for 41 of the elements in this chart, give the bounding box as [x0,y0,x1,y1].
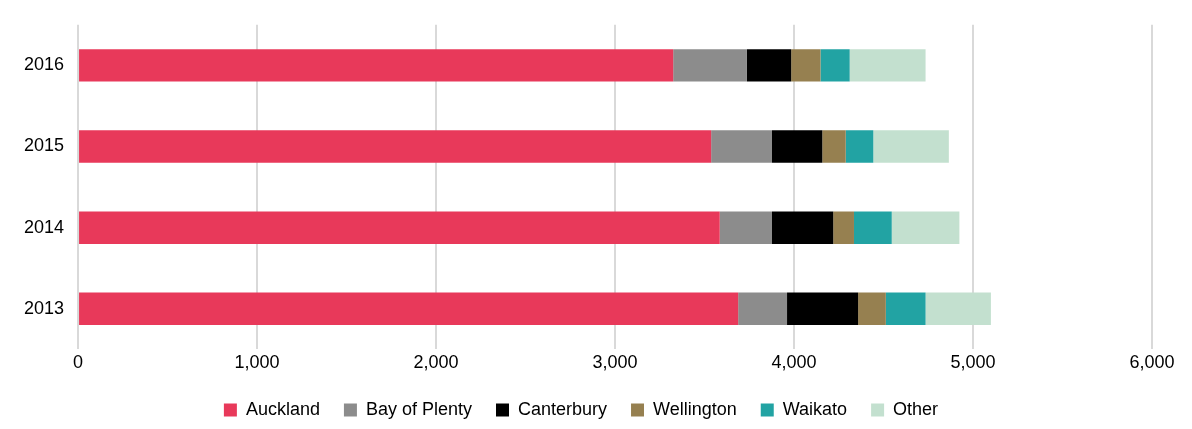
bar [858,292,886,326]
bar [849,49,926,82]
bar [853,211,892,244]
legend-label: Auckland [245,398,320,419]
bar [711,130,772,163]
legend-label: Other [893,398,939,419]
y-tick-label: 2016 [24,54,65,75]
bar [772,130,823,163]
bar [925,292,991,326]
legend-label: Canterbury [517,398,608,419]
bar [738,292,788,326]
bar [820,49,850,82]
legend-label: Bay of Plenty [365,398,472,419]
x-tick-label: 0 [73,352,84,373]
legend-label: Waikato [782,398,848,419]
x-tick-label: 2,000 [413,352,459,373]
bar [891,211,960,244]
bar [791,49,821,82]
bar [673,49,747,82]
x-tick-label: 1,000 [234,352,280,373]
bar [772,211,834,244]
bar [822,130,846,163]
x-tick-label: 3,000 [592,352,638,373]
bar [833,211,854,244]
x-tick-label: 5,000 [950,352,996,373]
x-tick-label: 6,000 [1129,352,1175,373]
y-tick-label: 2014 [24,216,65,237]
bar [79,211,720,244]
bar [845,130,874,163]
bar [79,49,674,82]
x-tick-label: 4,000 [771,352,817,373]
y-tick-label: 2013 [24,297,65,318]
bar [79,292,739,326]
bar [885,292,926,326]
bar [873,130,949,163]
bar [787,292,859,326]
bar [719,211,772,244]
y-tick-label: 2015 [24,135,65,156]
bar [79,130,712,163]
legend-label: Wellington [653,398,737,419]
bar [746,49,792,82]
